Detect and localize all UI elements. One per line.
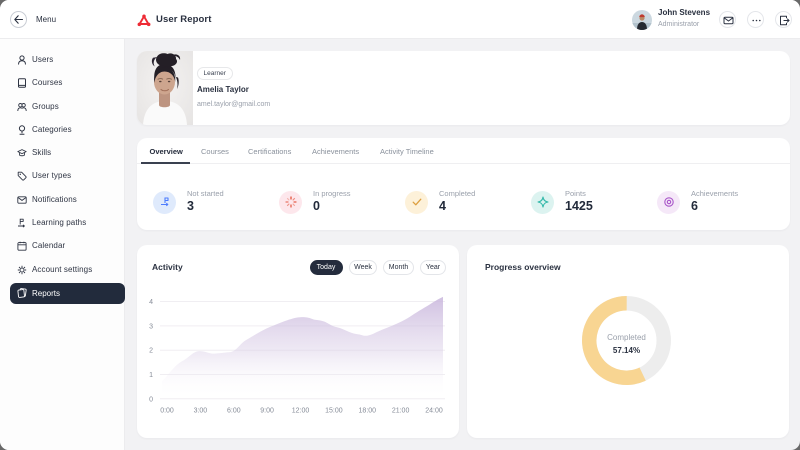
svg-text:2: 2 — [149, 348, 153, 355]
svg-text:0:00: 0:00 — [160, 408, 174, 415]
svg-text:12:00: 12:00 — [292, 408, 310, 415]
svg-text:3:00: 3:00 — [194, 408, 208, 415]
svg-text:0: 0 — [149, 396, 153, 403]
svg-text:3: 3 — [149, 323, 153, 330]
svg-text:24:00: 24:00 — [425, 408, 443, 415]
svg-text:9:00: 9:00 — [260, 408, 274, 415]
svg-text:15:00: 15:00 — [325, 408, 343, 415]
svg-text:21:00: 21:00 — [392, 408, 410, 415]
svg-text:57.14%: 57.14% — [613, 346, 640, 355]
svg-text:1: 1 — [149, 372, 153, 379]
svg-text:18:00: 18:00 — [359, 408, 377, 415]
svg-text:Completed: Completed — [607, 333, 646, 342]
svg-text:4: 4 — [149, 299, 153, 306]
svg-text:6:00: 6:00 — [227, 408, 241, 415]
